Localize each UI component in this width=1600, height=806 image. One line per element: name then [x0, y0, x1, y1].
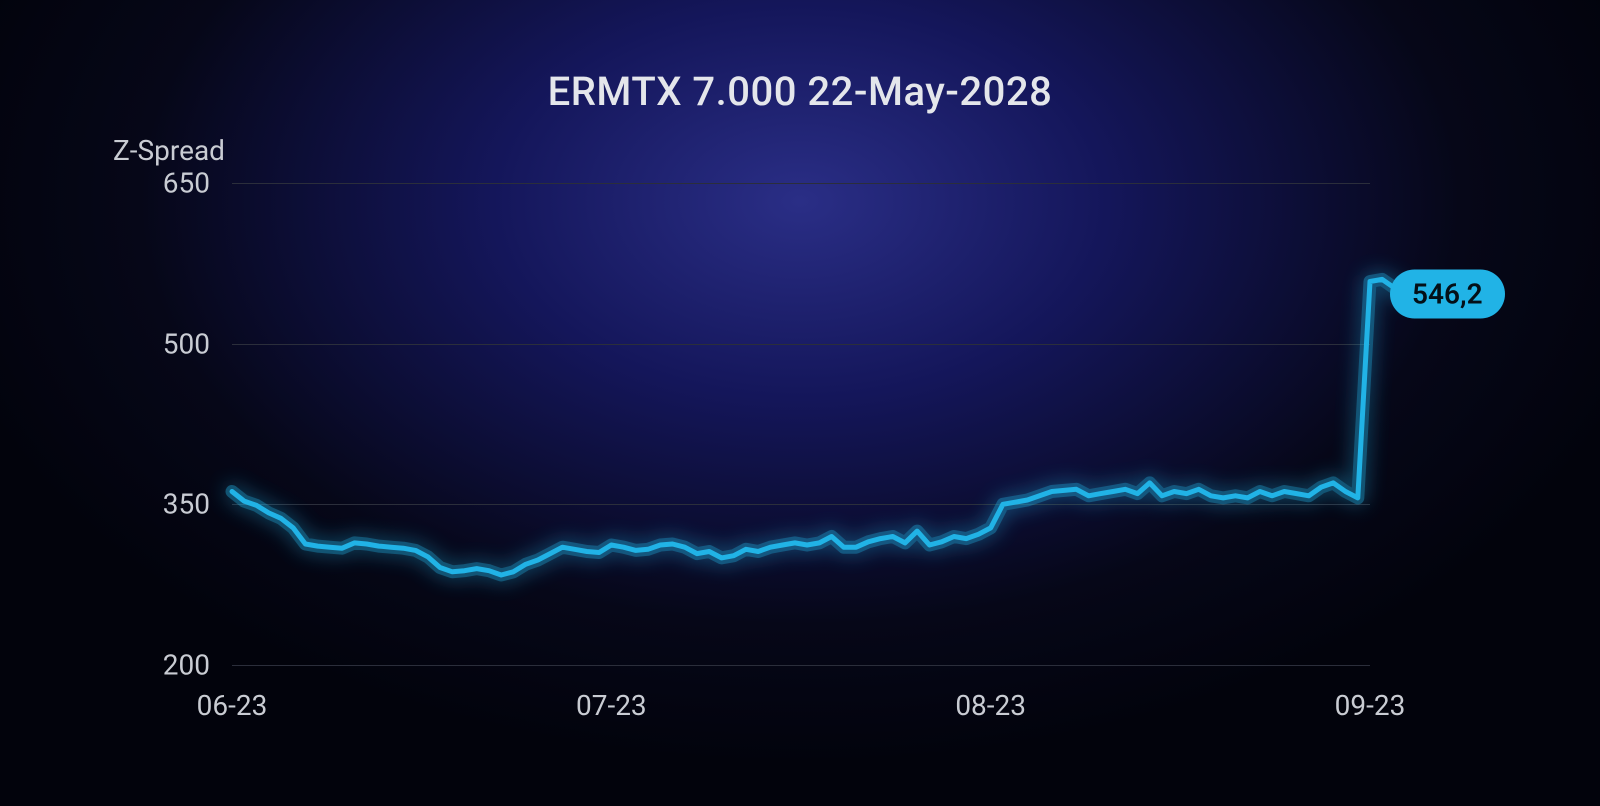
x-tick-label: 06-23: [197, 689, 268, 722]
gridline: [232, 344, 1370, 345]
gridline: [232, 504, 1370, 505]
gridline: [232, 183, 1370, 184]
y-axis-title: Z-Spread: [113, 134, 225, 167]
chart-title: ERMTX 7.000 22-May-2028: [0, 68, 1600, 115]
zspread-chart: ERMTX 7.000 22-May-2028 Z-Spread 200 350 5…: [0, 0, 1600, 806]
series-glow: [232, 279, 1407, 575]
gridline: [232, 665, 1370, 666]
x-tick-label: 07-23: [576, 689, 647, 722]
line-layer: [0, 0, 1600, 806]
end-value-badge: 546,2: [1390, 270, 1505, 319]
y-tick-label: 200: [110, 649, 210, 682]
y-tick-label: 350: [110, 488, 210, 521]
x-tick-label: 09-23: [1335, 689, 1406, 722]
x-tick-label: 08-23: [955, 689, 1026, 722]
y-tick-label: 650: [110, 167, 210, 200]
y-tick-label: 500: [110, 327, 210, 360]
series-line: [232, 279, 1407, 575]
